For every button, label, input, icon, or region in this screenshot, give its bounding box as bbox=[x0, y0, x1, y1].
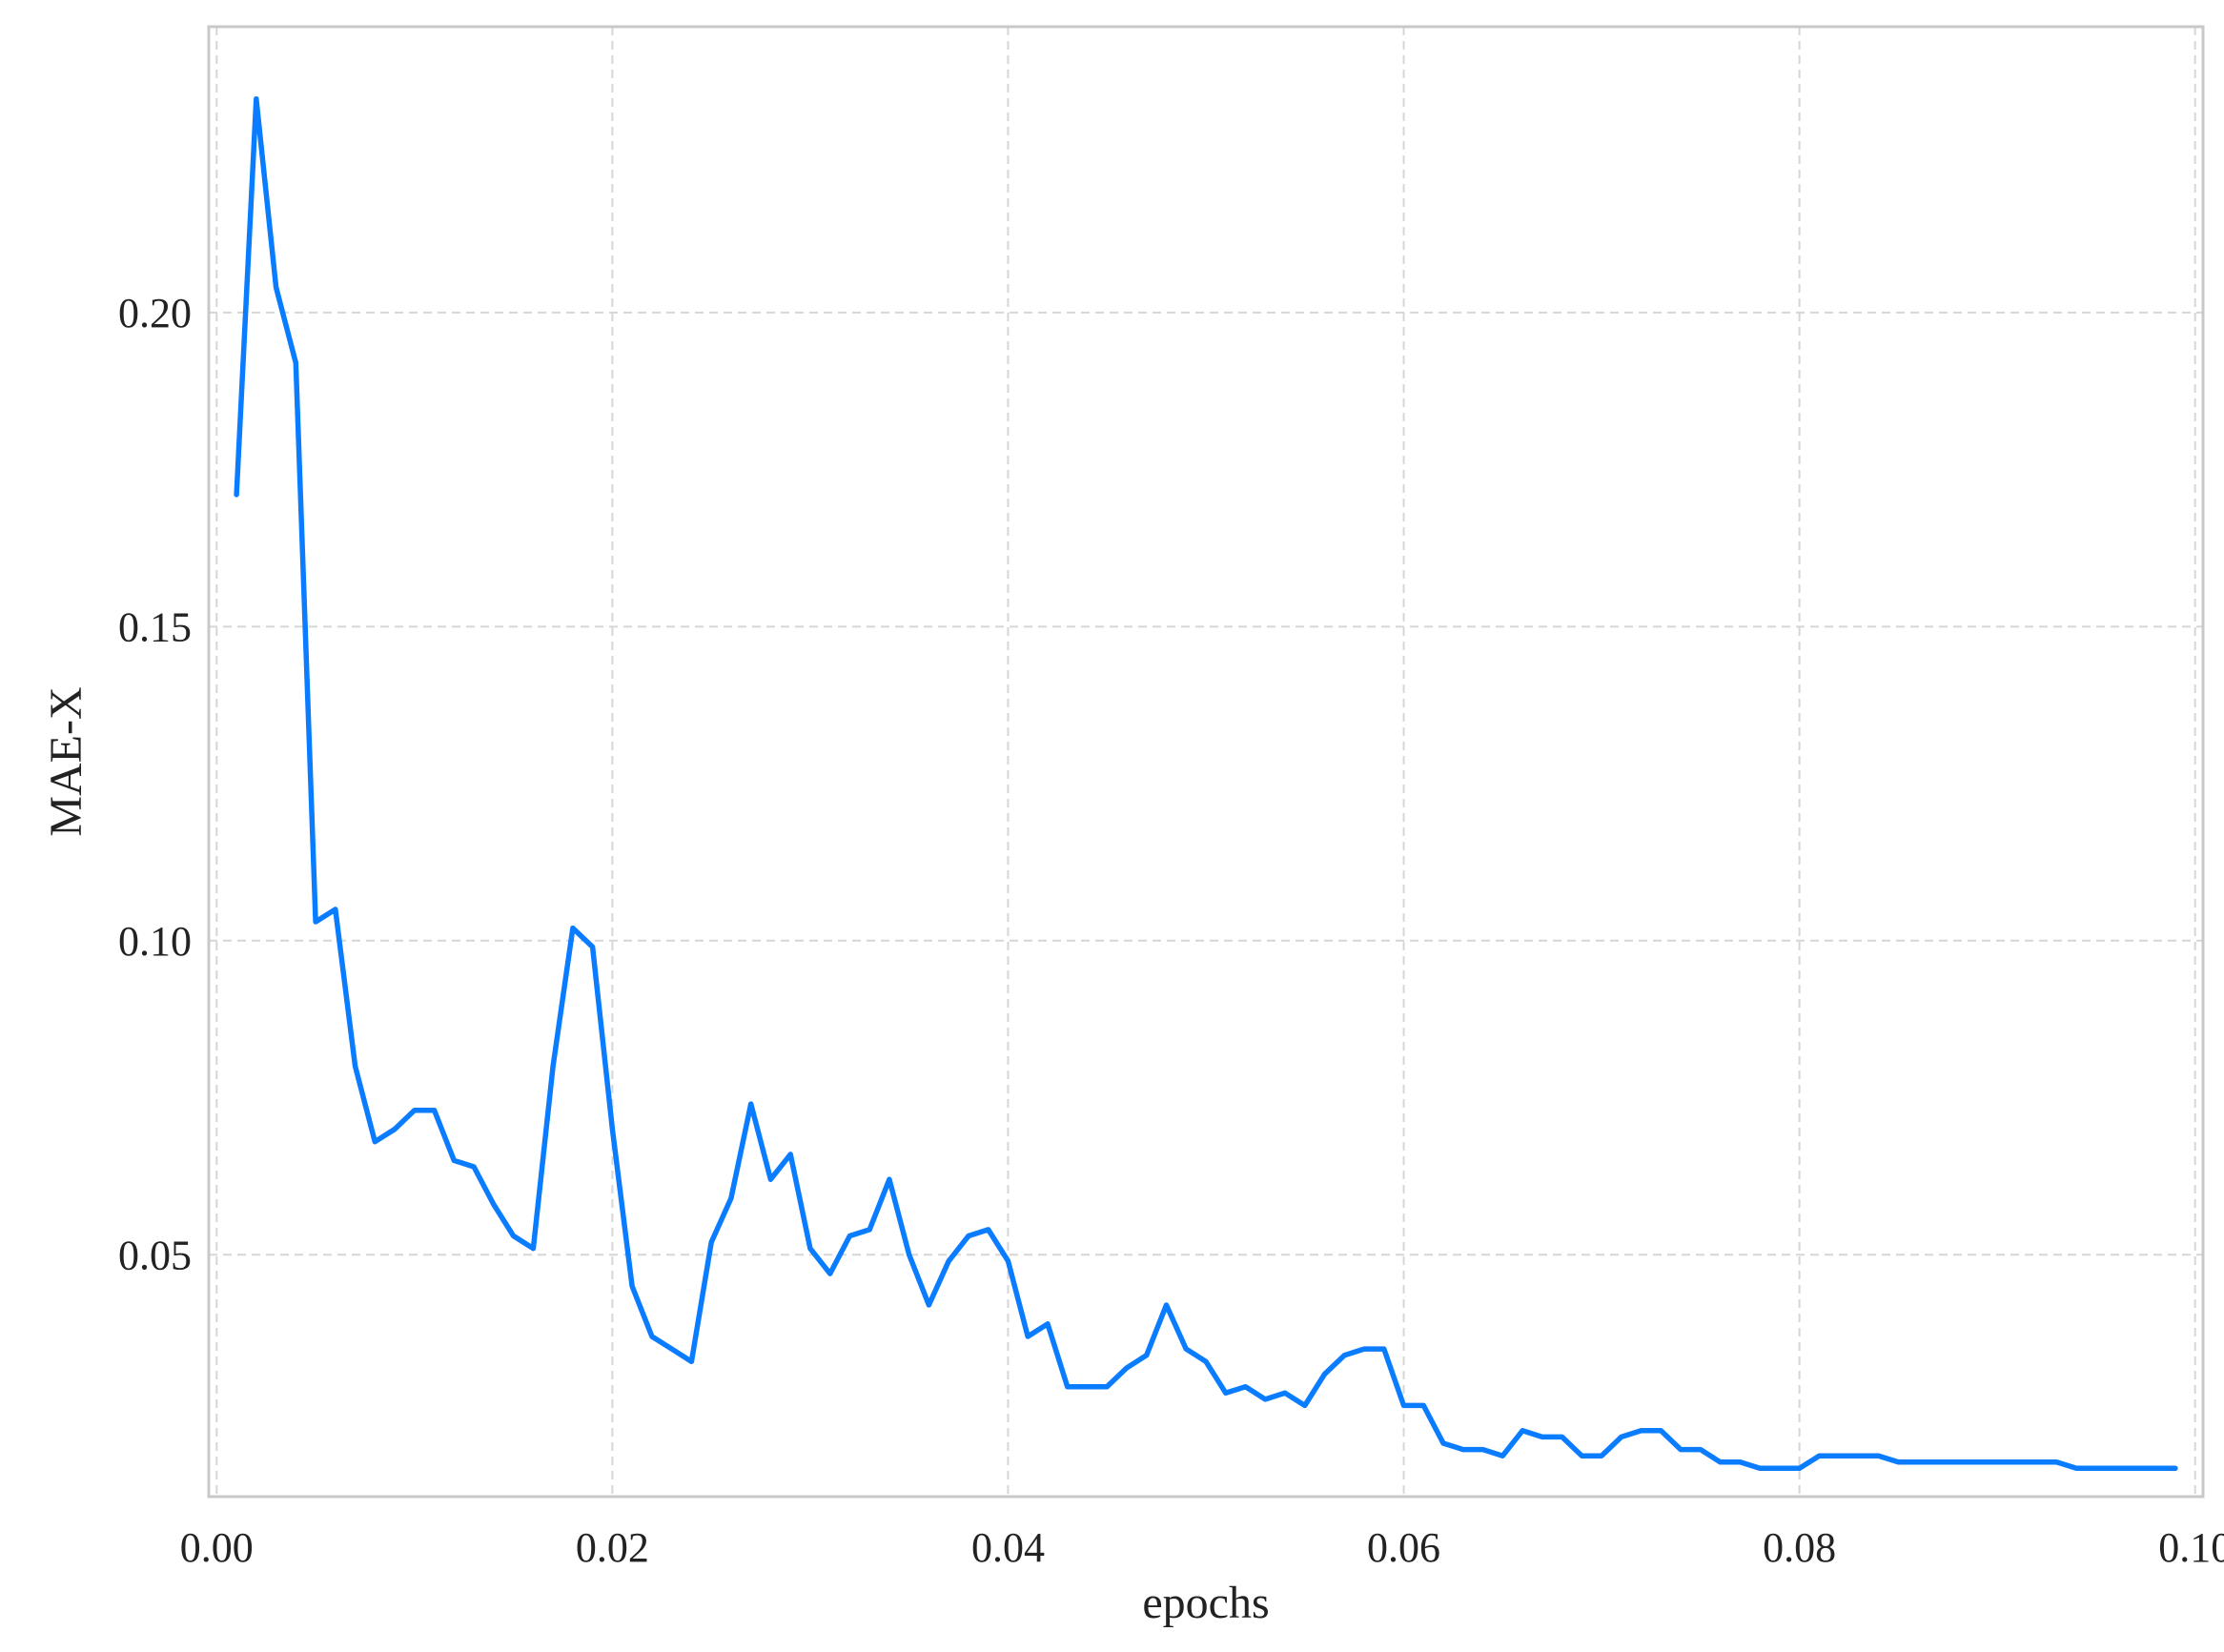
y-tick-label: 0.10 bbox=[118, 918, 192, 965]
x-tick-label: 0.04 bbox=[971, 1524, 1045, 1571]
grid-lines bbox=[209, 27, 2203, 1497]
y-tick-label: 0.20 bbox=[118, 290, 192, 337]
x-axis-label: epochs bbox=[1142, 1578, 1269, 1628]
x-tick-label: 0.02 bbox=[576, 1524, 649, 1571]
x-tick-label: 0.06 bbox=[1367, 1524, 1440, 1571]
y-tick-label: 0.05 bbox=[118, 1232, 192, 1278]
x-tick-labels: 0.00 0.02 0.04 0.06 0.08 0.10 bbox=[180, 1524, 2224, 1571]
x-tick-label: 0.08 bbox=[1763, 1524, 1836, 1571]
series-line bbox=[234, 96, 2178, 1472]
y-axis-label: MAE-X bbox=[41, 686, 92, 836]
x-tick-label: 0.00 bbox=[180, 1524, 254, 1571]
x-tick-label: 0.10 bbox=[2158, 1524, 2224, 1571]
plot-frame bbox=[207, 25, 2205, 1499]
y-tick-label: 0.15 bbox=[118, 603, 192, 650]
y-tick-labels: 0.05 0.10 0.15 0.20 bbox=[118, 290, 192, 1278]
series-layer bbox=[234, 96, 2178, 1472]
